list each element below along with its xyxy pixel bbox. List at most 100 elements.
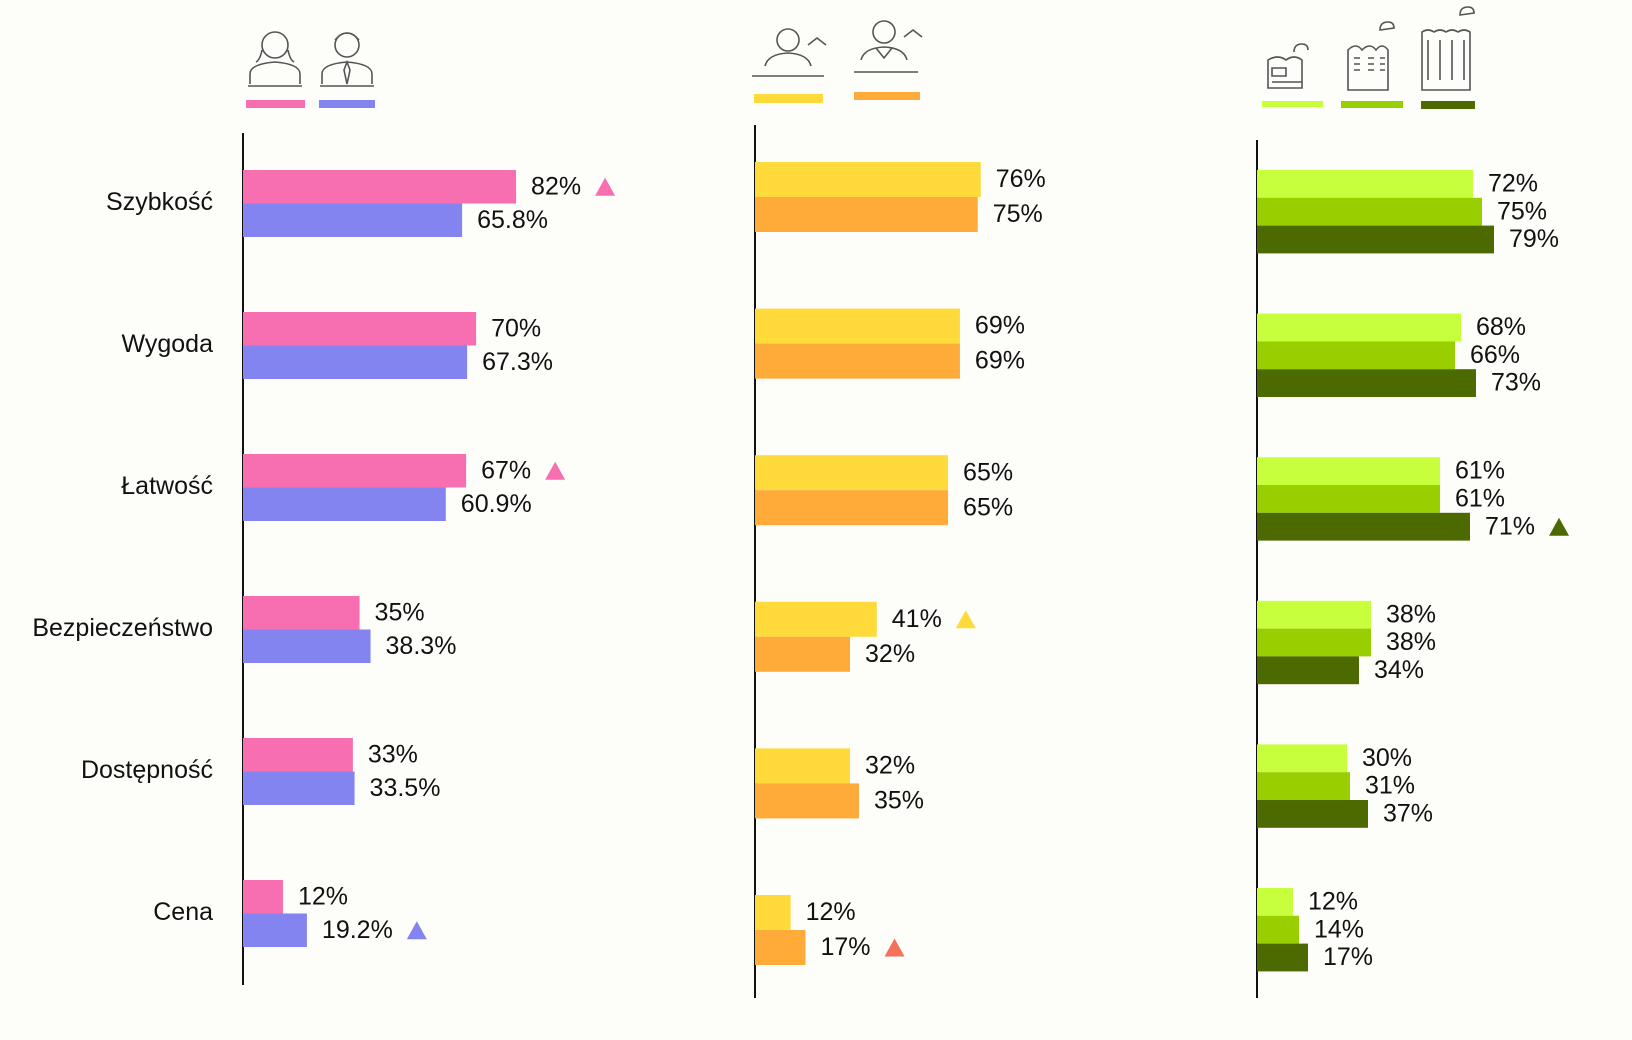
value-label: 69% [975,312,1025,340]
value-label: 33% [368,740,418,768]
value-label: 12% [298,882,348,910]
bar [1257,313,1461,342]
value-label: 67% [481,456,531,484]
value-label: 12% [806,898,856,926]
category-label: Dostępność [81,756,213,784]
value-label: 71% [1485,512,1535,540]
value-label: 14% [1314,915,1364,943]
bar [1257,744,1347,773]
value-label: 66% [1470,341,1520,369]
bar [755,343,960,379]
bar [243,170,517,204]
significance-marker [406,921,427,940]
bar [243,487,446,521]
value-label: 70% [491,314,541,342]
value-label: 76% [996,165,1046,193]
value-label: 30% [1362,744,1412,772]
bar [1257,170,1473,198]
bar [755,601,877,637]
legend-swatch [1341,101,1403,108]
legend-swatch [319,100,375,108]
bar [1257,943,1308,972]
value-label: 38.3% [386,632,457,660]
value-label: 32% [865,640,915,668]
bar [1257,341,1455,370]
value-label: 34% [1374,656,1424,684]
category-label: Cena [153,898,213,926]
bar [755,308,960,344]
bar [243,771,355,805]
bar [1257,628,1371,657]
value-label: 38% [1386,600,1436,628]
bar [755,895,791,930]
bar [243,345,468,379]
bar [755,748,851,784]
value-label: 19.2% [322,916,393,944]
category-label: Łatwość [121,472,213,500]
bar [755,930,806,965]
bar [1257,512,1470,541]
bar [243,738,353,772]
value-label: 38% [1386,628,1436,656]
value-label: 61% [1455,485,1505,513]
bar [1257,369,1476,397]
bar [243,913,307,947]
bar [755,490,949,526]
significance-marker [955,610,976,629]
bar [1257,600,1371,629]
significance-marker [545,461,566,480]
bar [1257,197,1482,226]
bar [755,197,978,232]
value-label: 41% [892,605,942,633]
significance-marker [595,177,616,196]
value-label: 79% [1509,225,1559,253]
bar [243,629,371,663]
significance-marker [884,938,905,957]
significance-marker [1549,517,1570,536]
bar [1257,915,1299,944]
value-label: 75% [1497,197,1547,225]
bar [1257,457,1440,485]
bar [243,880,283,914]
bar [755,636,851,672]
bar [755,162,981,197]
value-label: 12% [1308,888,1358,916]
value-label: 33.5% [370,774,441,802]
bar [1257,656,1359,685]
value-label: 72% [1488,170,1538,198]
value-label: 75% [993,200,1043,228]
legend-swatch [1262,101,1323,107]
value-label: 82% [531,172,581,200]
legend-swatch [1421,101,1475,109]
bar [1257,485,1440,513]
bar [1257,225,1494,254]
value-label: 69% [975,347,1025,375]
value-label: 31% [1365,772,1415,800]
legend-swatch [854,92,920,100]
bar [243,203,463,237]
value-label: 35% [375,598,425,626]
category-label: Bezpieczeństwo [32,614,213,642]
bar [1257,772,1350,800]
value-label: 65% [963,458,1013,486]
icons [248,6,1475,91]
value-label: 65% [963,493,1013,521]
bar [1257,800,1368,828]
value-label: 61% [1455,457,1505,485]
bar [243,596,360,630]
category-label: Wygoda [122,330,214,358]
legend-swatch [246,100,305,108]
value-label: 73% [1491,369,1541,397]
category-label: Szybkość [106,188,213,216]
bar [755,783,859,819]
value-label: 37% [1383,800,1433,828]
value-label: 17% [820,933,870,961]
bar [243,454,467,488]
bar [755,455,949,491]
bar [243,312,477,346]
value-label: 68% [1476,313,1526,341]
value-label: 67.3% [482,348,553,376]
value-label: 35% [874,787,924,815]
value-label: 60.9% [461,490,532,518]
